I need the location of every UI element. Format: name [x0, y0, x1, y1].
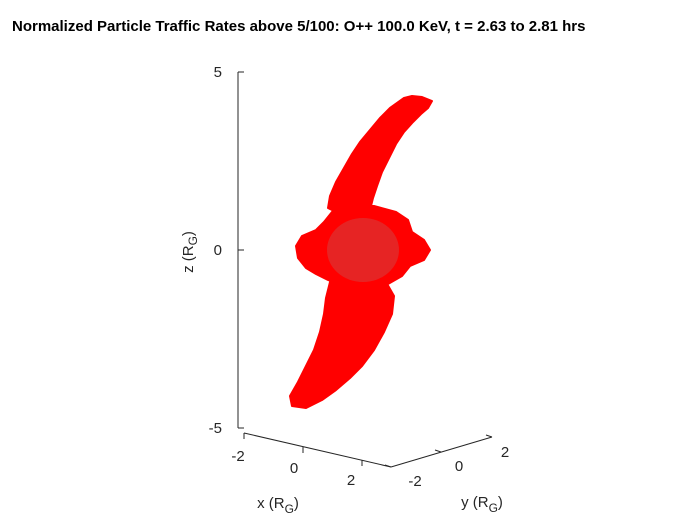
x-tick-label: 2 — [347, 472, 355, 489]
y-axis-label: y (RG) — [461, 494, 503, 515]
plot-title: Normalized Particle Traffic Rates above … — [12, 18, 586, 35]
y-tick-label: -2 — [408, 473, 421, 490]
x-axis-label: x (RG) — [257, 495, 299, 516]
y-axis-label-main: y (R — [461, 494, 489, 511]
x-tick-label: 0 — [290, 460, 298, 477]
z-axis: 5 0 -5 z (RG) — [180, 64, 244, 437]
y-tick-mark — [434, 449, 442, 453]
x-axis-label-main: x (R — [257, 495, 285, 512]
x-axis: -2 0 2 x (RG) — [231, 432, 392, 516]
z-tick-label: 5 — [214, 64, 222, 81]
z-tick-label: 0 — [214, 242, 222, 259]
y-tick-label: 0 — [455, 458, 463, 475]
upper-arm-surface — [327, 95, 433, 215]
x-axis-label-end: ) — [294, 495, 299, 512]
x-tick-label: -2 — [231, 448, 244, 465]
z-axis-label-end: ) — [180, 231, 197, 236]
core-sphere — [327, 218, 399, 282]
y-axis-label-sub: G — [489, 501, 498, 515]
y-tick-mark — [485, 434, 493, 438]
x-axis-label-sub: G — [285, 502, 294, 516]
z-tick-label: -5 — [209, 420, 222, 437]
y-tick-label: 2 — [501, 444, 509, 461]
z-axis-label-main: z (R — [180, 245, 197, 273]
z-axis-label: z (RG) — [180, 231, 200, 273]
z-axis-label-sub: G — [186, 236, 200, 245]
lower-arm-surface — [289, 281, 395, 409]
surface-plot — [289, 95, 433, 409]
y-axis-line — [390, 436, 493, 468]
y-tick-mark — [384, 464, 392, 468]
y-axis: -2 0 2 y (RG) — [384, 434, 509, 515]
y-axis-label-end: ) — [498, 494, 503, 511]
x-axis-line — [243, 432, 392, 468]
